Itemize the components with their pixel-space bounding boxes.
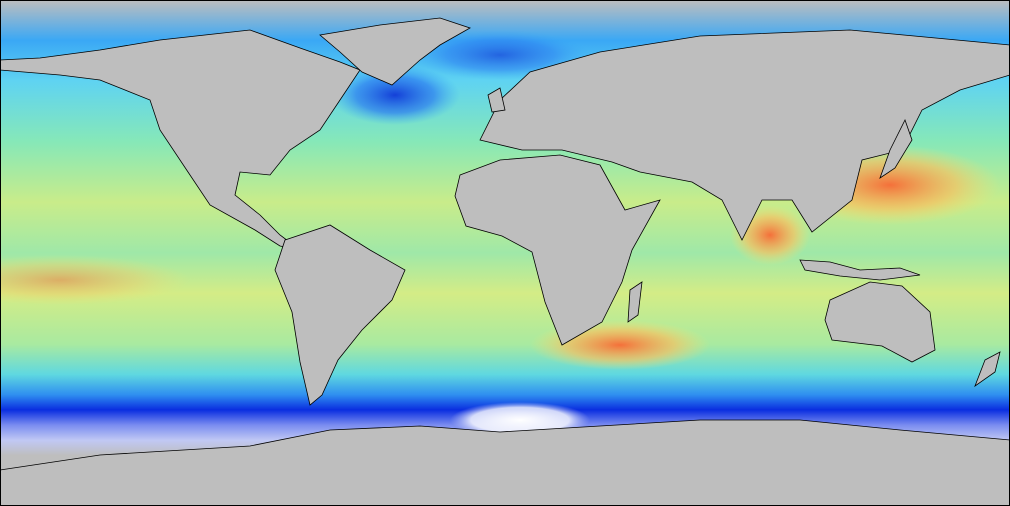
antarctica (0, 419, 1010, 506)
japan (879, 118, 913, 180)
cold-pool (330, 65, 460, 125)
british-isles (487, 87, 506, 113)
australia (824, 281, 936, 363)
africa (454, 154, 661, 346)
warm-pool (0, 255, 190, 305)
indonesia (799, 259, 921, 281)
madagascar (627, 281, 643, 323)
greenland (319, 17, 471, 86)
south-america (274, 224, 406, 406)
eurasia (479, 29, 1010, 241)
north-america (0, 29, 361, 251)
new-zealand (974, 351, 1001, 388)
